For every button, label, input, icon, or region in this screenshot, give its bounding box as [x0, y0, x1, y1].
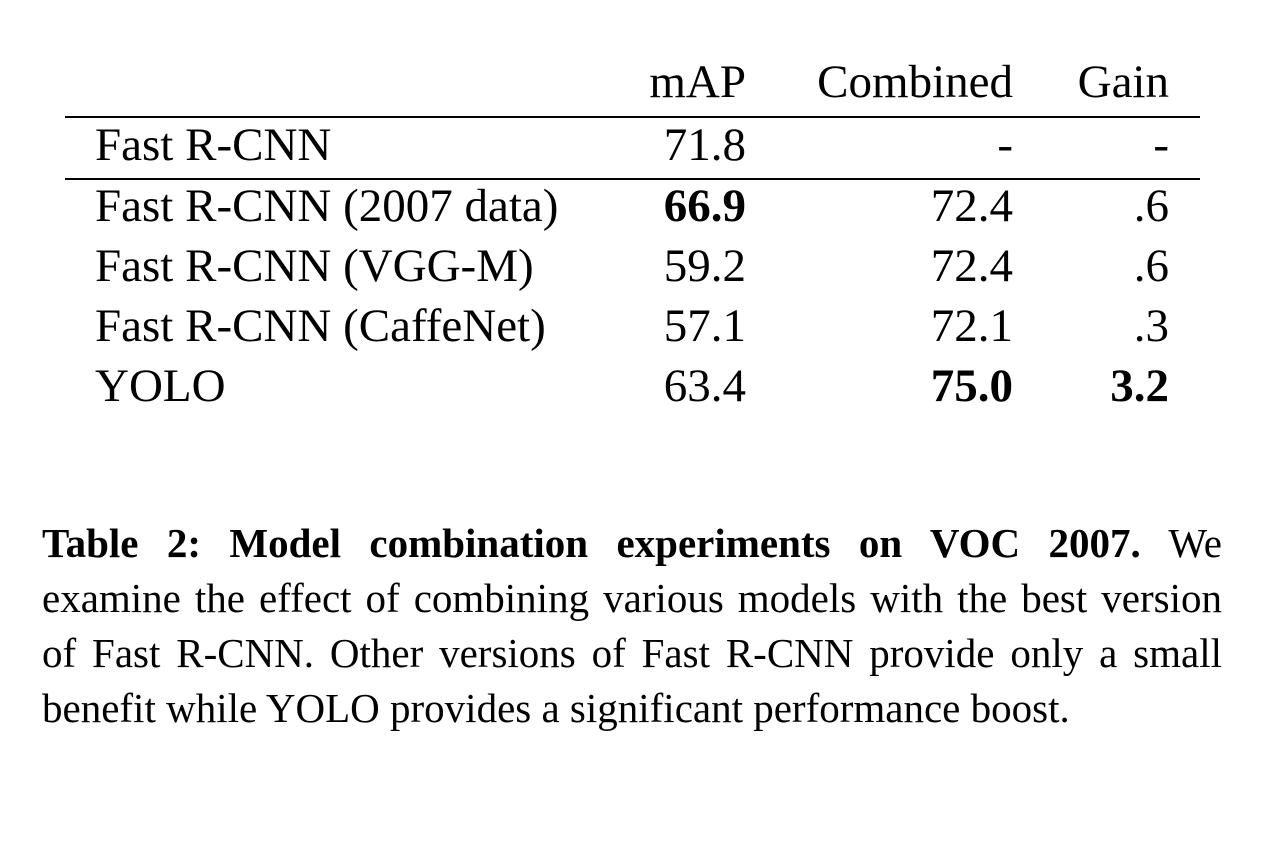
header-map: mAP: [649, 56, 746, 108]
table-caption: Table 2: Model combination experiments o…: [42, 516, 1222, 736]
header-gain: Gain: [1077, 56, 1169, 108]
table-row-map: 66.9: [663, 180, 746, 232]
caption-body: We examine the effect of combining vario…: [42, 520, 1222, 731]
table-row-model: YOLO: [95, 360, 226, 412]
header-combined: Combined: [817, 56, 1013, 108]
table-row-gain: .3: [1133, 300, 1169, 352]
caption-title: Model combination experiments on VOC 200…: [229, 520, 1141, 566]
table-row-model: Fast R-CNN (VGG-M): [95, 240, 534, 292]
baseline-model: Fast R-CNN: [95, 119, 332, 171]
table-row-combined: 72.4: [930, 240, 1013, 292]
table-row-map: 59.2: [663, 240, 746, 292]
header-rule: [65, 116, 1200, 118]
table-row-combined: 75.0: [930, 360, 1013, 412]
baseline-combined: -: [997, 119, 1013, 171]
baseline-gain: -: [1153, 119, 1169, 171]
table-row-map: 63.4: [663, 360, 746, 412]
table-row-combined: 72.4: [930, 180, 1013, 232]
table-row-gain: .6: [1133, 240, 1169, 292]
baseline-map: 71.8: [663, 119, 746, 171]
section-rule: [65, 178, 1200, 180]
table-row-combined: 72.1: [930, 300, 1013, 352]
table-row-model: Fast R-CNN (2007 data): [95, 180, 559, 232]
table-row-model: Fast R-CNN (CaffeNet): [95, 300, 546, 352]
table-row-gain: .6: [1133, 180, 1169, 232]
table-row-map: 57.1: [663, 300, 746, 352]
caption-label: Table 2:: [42, 520, 202, 566]
table-row-gain: 3.2: [1110, 360, 1169, 412]
results-table: mAP Combined Gain Fast R-CNN 71.8 - - Fa…: [0, 0, 1280, 420]
